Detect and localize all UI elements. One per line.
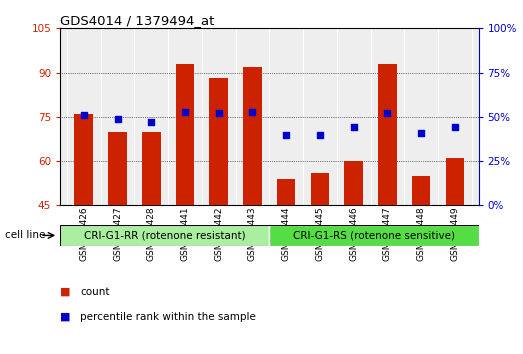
Text: CRI-G1-RR (rotenone resistant): CRI-G1-RR (rotenone resistant) [84, 230, 246, 240]
Bar [277, 179, 295, 205]
Bar [345, 161, 363, 205]
Point [383, 110, 392, 116]
Bar [311, 173, 329, 205]
Bar [209, 79, 228, 205]
Point [316, 132, 324, 137]
Bar [243, 67, 262, 205]
Point [282, 132, 290, 137]
Point [79, 112, 88, 118]
Text: ■: ■ [60, 287, 71, 297]
Bar [60, 225, 269, 246]
Text: percentile rank within the sample: percentile rank within the sample [80, 312, 256, 322]
Point [113, 116, 122, 121]
Bar [269, 225, 479, 246]
Bar [74, 114, 93, 205]
Point [451, 125, 459, 130]
Point [181, 109, 189, 114]
Point [248, 109, 257, 114]
Point [349, 125, 358, 130]
Text: CRI-G1-RS (rotenone sensitive): CRI-G1-RS (rotenone sensitive) [293, 230, 455, 240]
Bar [412, 176, 430, 205]
Text: GDS4014 / 1379494_at: GDS4014 / 1379494_at [60, 14, 214, 27]
Bar [378, 64, 397, 205]
Text: cell line: cell line [5, 230, 46, 240]
Bar [446, 158, 464, 205]
Bar [176, 64, 194, 205]
Text: count: count [80, 287, 109, 297]
Point [147, 119, 155, 125]
Bar [108, 132, 127, 205]
Point [417, 130, 425, 136]
Text: ■: ■ [60, 312, 71, 322]
Bar [142, 132, 161, 205]
Point [214, 110, 223, 116]
